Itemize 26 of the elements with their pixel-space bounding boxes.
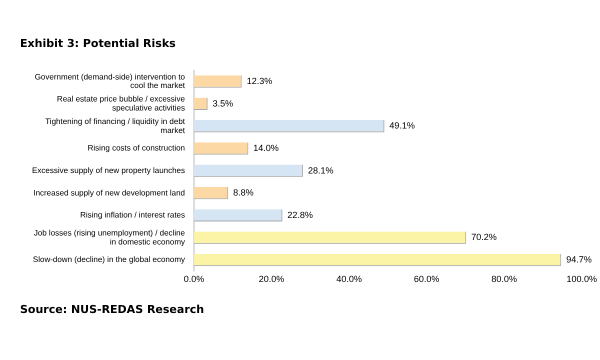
x-tick-label: 60.0% (414, 274, 440, 284)
data-label: 12.3% (246, 76, 272, 86)
x-tick-label: 80.0% (491, 274, 517, 284)
y-tick-label: Government (demand-side) intervention to cool the market (34, 72, 186, 90)
data-label: 49.1% (389, 120, 415, 131)
y-tick-label: Rising inflation / interest rates (80, 210, 185, 220)
y-tick-label: Real estate price bubble / excessive speculative activities (56, 94, 186, 112)
data-label: 70.2% (471, 232, 497, 242)
x-tick-label: 100.0% (566, 274, 598, 284)
data-label: 22.8% (287, 210, 313, 220)
y-tick-label: Increased supply of new development land (33, 188, 185, 198)
data-label: 8.8% (233, 188, 254, 198)
y-tick-label: Tightening of financing / liquidity in debt market (45, 116, 186, 135)
data-label: 94.7% (566, 254, 592, 265)
data-label: 3.5% (212, 98, 234, 108)
text: Exhibit 3: Potential Risks (20, 37, 176, 50)
x-tick-label: 0.0% (184, 274, 204, 284)
y-tick-label: Excessive supply of new property launches (32, 166, 185, 176)
y-tick-label: Rising costs of construction (88, 144, 185, 153)
x-tick-label: 40.0% (336, 274, 362, 284)
data-label: 28.1% (308, 165, 334, 176)
y-tick-label: Slow-down (decline) in the global economy (32, 255, 185, 264)
x-tick-label: 20.0% (258, 274, 284, 284)
data-label: 14.0% (253, 142, 279, 153)
source-note: Source: NUS-REDAS Research (20, 303, 204, 316)
y-tick-label: Job losses (rising unemployment) / decline in domestic economy (34, 228, 186, 246)
